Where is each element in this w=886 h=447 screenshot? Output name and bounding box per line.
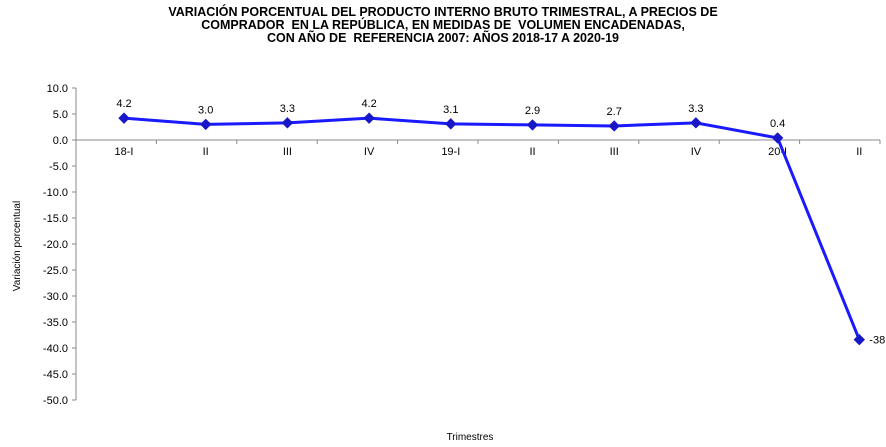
chart-title-line-3: CON AÑO DE REFERENCIA 2007: AÑOS 2018-17… [267, 31, 619, 45]
x-tick-label: II [203, 146, 209, 158]
x-tick-label: II [529, 146, 535, 158]
data-point-marker [281, 117, 294, 129]
y-tick-label: -40.0 [43, 343, 68, 355]
data-point-marker [853, 333, 866, 346]
data-label: 3.1 [443, 104, 458, 116]
data-label: 2.9 [525, 105, 540, 117]
y-tick-label: 10.0 [47, 83, 68, 95]
series-line [118, 112, 866, 346]
data-point-marker [118, 112, 130, 124]
y-tick-label: -10.0 [43, 187, 68, 199]
data-labels: 4.2 3.0 3.3 4.2 3.1 2.9 2.7 3.3 0.4 -38. [116, 98, 886, 347]
x-tick-label: 19-I [441, 146, 460, 158]
y-tick-label: -50.0 [43, 395, 68, 407]
data-label: 4.2 [361, 98, 376, 110]
y-tick-label: -35.0 [43, 317, 68, 329]
data-point-marker [199, 118, 212, 131]
y-tick-label: -30.0 [43, 291, 68, 303]
data-point-marker [690, 117, 702, 129]
y-tick-label: -25.0 [43, 265, 68, 277]
x-tick-label: II [856, 146, 862, 158]
y-tick-label: 0.0 [53, 135, 68, 147]
y-tick-label: 5.0 [53, 109, 68, 121]
chart-title-line-2: COMPRADOR EN LA REPÚBLICA, EN MEDIDAS DE… [201, 18, 685, 32]
x-tick-label: III [283, 146, 292, 158]
data-label: 4.2 [116, 98, 131, 110]
x-tick-label: IV [691, 146, 702, 158]
data-point-marker [608, 120, 620, 132]
data-point-marker [526, 119, 539, 131]
series-line-path [123, 116, 861, 341]
data-point-marker [363, 112, 375, 124]
data-label: 2.7 [607, 106, 622, 118]
y-tick-label: -45.0 [43, 369, 68, 381]
data-label: 3.3 [688, 103, 703, 115]
y-tick-label: -5.0 [49, 161, 68, 173]
x-tick-label: III [610, 146, 619, 158]
chart-title: VARIACIÓN PORCENTUAL DEL PRODUCTO INTERN… [0, 6, 886, 45]
data-label: 3.0 [198, 104, 213, 116]
x-axis-title: Trimestres [447, 432, 494, 443]
y-axis-title: Variación porcentual [12, 201, 23, 291]
data-label: 0.4 [770, 118, 785, 130]
y-tick-label: -15.0 [43, 213, 68, 225]
data-point-marker [771, 132, 784, 144]
data-label: -38. [869, 335, 886, 347]
y-axis: 10.0 5.0 0.0 -5.0 -10.0 -15.0 -20.0 -25.0 -30.0 -… [43, 83, 77, 407]
data-label: 3.3 [280, 103, 295, 115]
x-tick-label: IV [364, 146, 375, 158]
chart-title-line-1: VARIACIÓN PORCENTUAL DEL PRODUCTO INTERN… [168, 5, 718, 19]
y-tick-label: -20.0 [43, 239, 68, 251]
x-tick-label: 18-I [115, 146, 134, 158]
data-point-marker [445, 118, 457, 130]
x-axis: 18-I II III IV 19-I II III IV 20-I II [75, 139, 881, 158]
